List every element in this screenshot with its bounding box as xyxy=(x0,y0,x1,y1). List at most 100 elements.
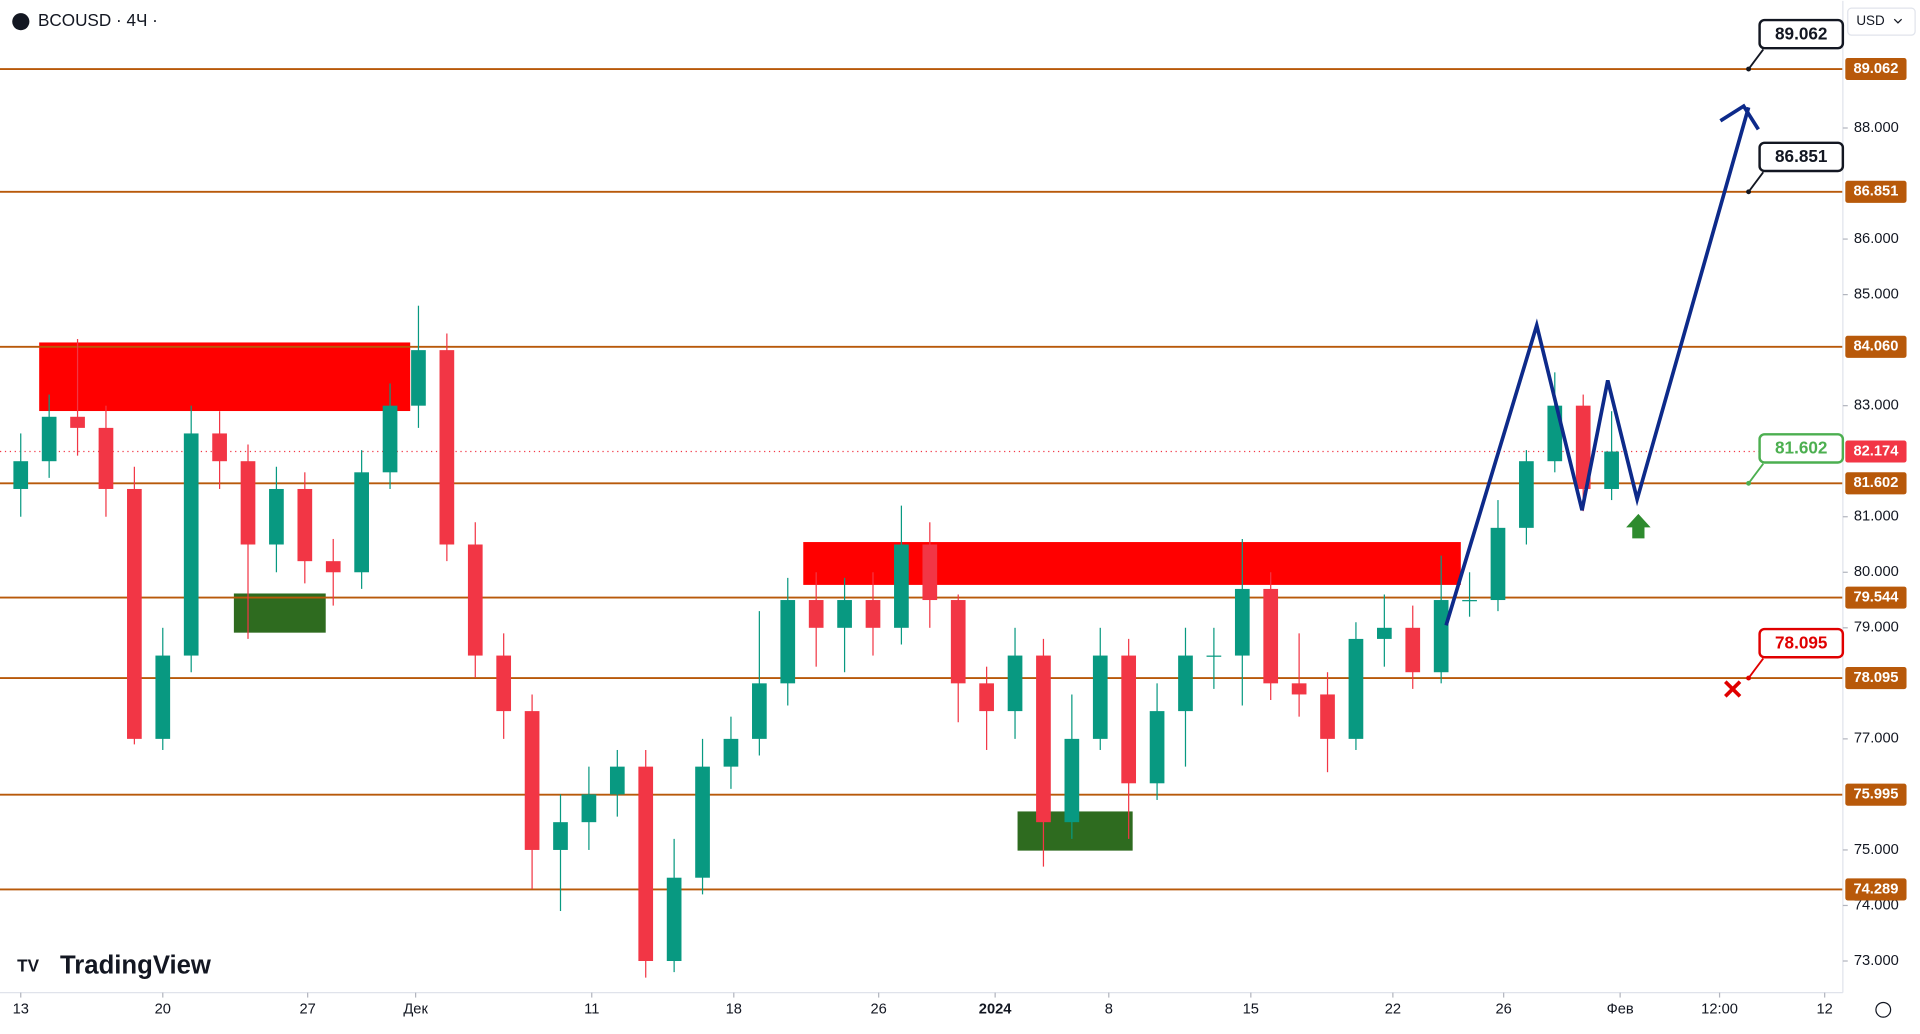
callout-box xyxy=(1758,18,1845,50)
supply-zone xyxy=(39,342,411,412)
candle-body xyxy=(1234,588,1250,656)
callout-box xyxy=(1758,141,1845,173)
y-tick-label: 80.000 xyxy=(1854,564,1899,580)
level-label-bg xyxy=(1845,667,1907,690)
callout-label: 81.602 xyxy=(1775,438,1827,458)
candle-body xyxy=(1519,461,1534,528)
candle-body xyxy=(439,350,455,545)
demand-zone xyxy=(233,593,326,633)
candle-body xyxy=(808,600,824,628)
y-tick-label: 79.000 xyxy=(1854,620,1899,636)
candle-body xyxy=(240,461,256,545)
supply-zone xyxy=(803,542,1461,585)
callout-leader xyxy=(1747,463,1764,484)
callout-label: 78.095 xyxy=(1775,632,1828,652)
candle-body xyxy=(382,405,398,473)
y-tick-label: 85.000 xyxy=(1854,286,1899,302)
candle-body xyxy=(979,683,994,712)
settings-icon[interactable] xyxy=(1875,1001,1892,1018)
candle-body xyxy=(723,738,739,767)
level-label-bg xyxy=(1845,180,1907,203)
candle-body xyxy=(496,655,512,712)
arrow-head xyxy=(1719,103,1760,131)
level-label: 86.851 xyxy=(1853,184,1898,200)
level-label: 84.060 xyxy=(1853,339,1898,355)
x-tick-label: 12 xyxy=(1817,1002,1833,1018)
candle-body xyxy=(155,655,171,739)
brand: TradingView xyxy=(60,952,212,980)
candle-body xyxy=(1064,738,1080,823)
projection xyxy=(1444,103,1760,698)
callout-box xyxy=(1758,433,1845,464)
level-label-bg xyxy=(1845,58,1907,81)
callout-dot xyxy=(1746,675,1752,681)
candle-body xyxy=(1036,655,1051,823)
x-tick-label: Фев xyxy=(1607,1002,1634,1018)
symbol-title: BCOUSD · 4Ч · xyxy=(38,10,158,30)
callout-dot xyxy=(1746,480,1752,486)
level-label: 79.544 xyxy=(1853,589,1899,605)
chevron xyxy=(1893,18,1903,24)
symbol-icon xyxy=(12,13,30,31)
candle-body xyxy=(127,488,142,739)
candle-body xyxy=(1092,655,1108,739)
candle-body xyxy=(922,544,938,601)
candle-body xyxy=(752,683,767,739)
candle-body xyxy=(1206,655,1222,657)
x-tick-label: 26 xyxy=(871,1002,887,1018)
level-label: 81.602 xyxy=(1853,475,1898,491)
candle-body xyxy=(325,561,341,573)
candle-body xyxy=(70,416,85,428)
level-label-bg xyxy=(1845,335,1907,358)
candle-body xyxy=(1405,627,1421,673)
y-tick-label: 83.000 xyxy=(1854,398,1899,414)
candle-body xyxy=(581,794,597,823)
callout-dot xyxy=(1746,66,1752,72)
candle-body xyxy=(297,488,313,562)
candle-body xyxy=(411,350,426,406)
y-tick-label: 81.000 xyxy=(1854,509,1899,525)
last-price-label: 82.174 xyxy=(1853,443,1899,459)
x-tick-label: 8 xyxy=(1105,1002,1113,1018)
levels xyxy=(0,68,1843,891)
y-tick-label: 75.000 xyxy=(1854,842,1899,858)
x-tick-label: 11 xyxy=(584,1002,599,1018)
candle-body xyxy=(1291,683,1307,695)
last-price-bg xyxy=(1845,440,1907,463)
currency-button[interactable] xyxy=(1847,7,1916,36)
candle-body xyxy=(183,433,199,656)
candle-body xyxy=(1348,638,1364,739)
x-tick-label: 20 xyxy=(155,1002,171,1018)
callout-box xyxy=(1758,627,1845,659)
callout-leader xyxy=(1747,171,1764,193)
candle-body xyxy=(98,427,114,489)
candle-body xyxy=(212,433,227,462)
candle-body xyxy=(1433,600,1449,673)
buy-arrow xyxy=(1626,513,1651,539)
axes: 73.000 74.000 75.000 77.000 79.000 80.000 81.0… xyxy=(13,120,1899,1018)
level-label: 89.062 xyxy=(1853,61,1898,77)
candle-body xyxy=(1490,527,1506,601)
labels: 89.062 86.851 84.060 81.602 79.544 78.095 75.9… xyxy=(1746,18,1907,901)
candle-body xyxy=(1604,451,1619,489)
candle-body xyxy=(1178,655,1193,712)
candle-body xyxy=(1121,655,1137,784)
candles xyxy=(13,305,1619,978)
level-label-bg xyxy=(1845,878,1907,901)
x-tick-label: 18 xyxy=(726,1002,742,1018)
candle-body xyxy=(1320,694,1335,739)
x-tick-label: 15 xyxy=(1243,1002,1259,1018)
candle-body xyxy=(1149,711,1165,784)
callout-leader xyxy=(1747,657,1764,679)
level-label-bg xyxy=(1845,783,1907,806)
callout-dot xyxy=(1746,189,1752,195)
x-tick-label: 22 xyxy=(1385,1002,1401,1018)
logo-mark: TV xyxy=(17,955,39,975)
x-tick-label: Дек xyxy=(403,1002,428,1018)
callout-leader xyxy=(1747,48,1764,70)
candle-body xyxy=(837,600,852,628)
candle-body xyxy=(524,711,540,850)
y-tick-label: 73.000 xyxy=(1854,953,1899,969)
